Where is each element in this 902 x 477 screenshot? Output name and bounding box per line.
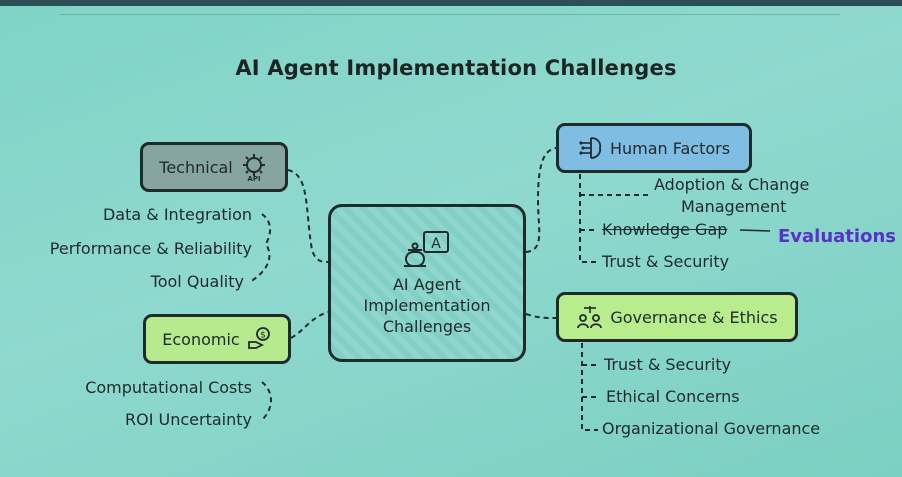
connector-technical-items	[250, 214, 270, 282]
brain-circuit-icon	[578, 135, 604, 161]
technical-item-data: Data & Integration	[20, 205, 252, 224]
technical-label: Technical	[159, 158, 232, 177]
svg-text:API: API	[247, 175, 260, 182]
center-line-1: AI Agent	[363, 274, 490, 295]
governance-node: Governance & Ethics	[556, 292, 798, 342]
connector-technical-center	[288, 170, 328, 262]
people-balance-icon	[576, 304, 604, 330]
governance-item-organizational: Organizational Governance	[602, 419, 820, 438]
economic-item-roi: ROI Uncertainty	[20, 410, 252, 429]
technical-item-performance: Performance & Reliability	[10, 239, 252, 258]
human-item-knowledge-gap: Knowledge Gap	[602, 220, 727, 239]
governance-item-trust: Trust & Security	[604, 355, 731, 374]
economic-node: Economic $	[143, 314, 291, 364]
technical-item-tool: Tool Quality	[20, 272, 244, 291]
governance-label: Governance & Ethics	[610, 308, 777, 327]
center-line-2: Implementation	[363, 295, 490, 316]
economic-label: Economic	[162, 330, 239, 349]
connector-center-governance	[526, 314, 556, 318]
connector-human-tree	[580, 174, 598, 262]
human-factors-label: Human Factors	[610, 139, 730, 158]
economic-item-costs: Computational Costs	[20, 378, 252, 397]
money-hand-icon: $	[246, 326, 272, 352]
connector-center-human	[526, 148, 556, 252]
center-line-3: Challenges	[363, 316, 490, 337]
connector-economic-center	[291, 312, 328, 338]
evaluations-annotation: Evaluations	[778, 226, 896, 247]
svg-text:A: A	[431, 236, 441, 252]
connector-economic-items	[262, 382, 271, 420]
annotation-line	[740, 230, 770, 231]
governance-item-ethical: Ethical Concerns	[606, 387, 740, 406]
connector-governance-tree	[582, 343, 598, 430]
technical-node: Technical API	[140, 142, 288, 192]
human-factors-node: Human Factors	[556, 123, 752, 173]
robot-ai-icon: A	[402, 230, 452, 270]
gear-api-icon: API	[239, 152, 269, 182]
human-item-adoption: Adoption & Change	[654, 175, 809, 194]
central-node: A AI Agent Implementation Challenges	[328, 204, 526, 362]
svg-text:$: $	[260, 331, 266, 341]
human-item-management: Management	[681, 197, 786, 216]
human-item-trust: Trust & Security	[602, 252, 729, 271]
